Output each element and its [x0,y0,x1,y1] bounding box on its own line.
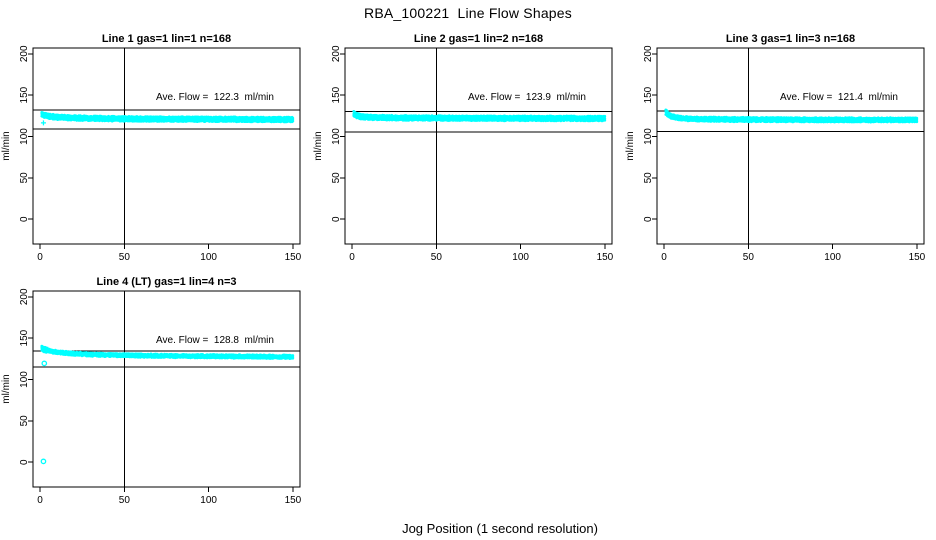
outlier-point [41,360,48,367]
x-tick-label: 150 [597,252,614,263]
x-tick-label: 0 [37,252,43,263]
x-tick-label: 50 [119,495,131,506]
empty-panel-1 [312,273,624,516]
y-tick-label: 0 [19,216,30,222]
panel-line-2: 0 50 100 150 0 50 100 150 200 ml/min Line 2 gas=1… [312,30,624,273]
y-tick-label: 200 [643,45,654,62]
y-axis-title: ml/min [625,131,636,160]
data-point-band [352,110,607,123]
panel-line-1: 0 50 100 150 0 50 100 150 200 ml/min Line 1 gas=1… [0,30,312,273]
y-tick-label: 0 [19,459,30,465]
outlier-point [40,458,47,465]
panel-line-2-title: Line 2 gas=1 lin=2 n=168 [413,33,544,45]
x-tick-label: 150 [909,252,926,263]
plot-box [656,47,925,245]
panel-line-3: 0 50 100 150 0 50 100 150 200 ml/min Line 3 gas=1… [624,30,936,273]
x-tick-label: 100 [200,495,217,506]
y-tick-label: 50 [19,172,30,184]
panel-line-3-plot: 0 50 100 150 0 50 100 150 200 ml/min [625,45,926,263]
x-tick-label: 150 [285,252,302,263]
panel-line-1-plot: 0 50 100 150 0 50 100 150 200 ml/min [1,45,302,263]
panel-line-3-title: Line 3 gas=1 lin=3 n=168 [725,33,856,45]
plot-box [32,290,301,488]
y-tick-label: 200 [19,45,30,62]
panel-line-1-title: Line 1 gas=1 lin=1 n=168 [101,33,232,45]
x-tick-label: 0 [37,495,43,506]
data-point-band [664,108,919,124]
main-title: RBA_100221 Line Flow Shapes [364,5,572,21]
panel-line-4-title: Line 4 (LT) gas=1 lin=4 n=3 [96,276,237,288]
x-tick-label: 0 [661,252,667,263]
y-tick-label: 50 [19,415,30,427]
y-tick-label: 0 [643,216,654,222]
y-tick-label: 0 [331,216,342,222]
y-tick-label: 200 [331,45,342,62]
y-tick-label: 150 [19,329,30,346]
y-tick-label: 100 [19,371,30,388]
x-tick-label: 150 [285,495,302,506]
panel-line-4-plot: 0 50 100 150 0 50 100 150 200 ml/min [1,288,302,506]
data-point-band [40,111,295,124]
y-tick-label: 150 [331,86,342,103]
y-axis-title: ml/min [1,374,12,403]
panel-line-4-ave-flow: Ave. Flow = 128.8 ml/min [156,335,274,346]
y-axis-title: ml/min [313,131,324,160]
panel-line-2-plot: 0 50 100 150 0 50 100 150 200 ml/min [313,45,614,263]
panel-line-2-ave-flow: Ave. Flow = 123.9 ml/min [468,92,586,103]
x-tick-label: 50 [431,252,443,263]
plot-box [32,47,301,245]
y-tick-label: 100 [643,128,654,145]
panel-grid: 0 50 100 150 0 50 100 150 200 ml/min Line 1 gas=1… [0,30,936,516]
y-tick-label: 50 [643,172,654,184]
x-tick-label: 100 [512,252,529,263]
data-point-band [40,344,295,360]
panel-line-1-ave-flow: Ave. Flow = 122.3 ml/min [156,92,274,103]
y-tick-label: 200 [19,288,30,305]
y-tick-label: 150 [19,86,30,103]
plot-box [344,47,613,245]
y-tick-label: 150 [643,86,654,103]
x-tick-label: 0 [349,252,355,263]
y-tick-label: 100 [331,128,342,145]
y-axis-title: ml/min [1,131,12,160]
y-tick-label: 100 [19,128,30,145]
x-tick-label: 100 [200,252,217,263]
x-tick-label: 100 [824,252,841,263]
x-tick-label: 50 [743,252,755,263]
empty-panel-2 [624,273,936,516]
x-axis-label: Jog Position (1 second resolution) [402,521,598,536]
panel-line-3-ave-flow: Ave. Flow = 121.4 ml/min [780,92,898,103]
outlier-plus-marker [40,120,46,126]
y-tick-label: 50 [331,172,342,184]
outlier-plus-marker [45,346,51,352]
x-tick-label: 50 [119,252,131,263]
panel-line-4: 0 50 100 150 0 50 100 150 200 ml/min Line 4 (LT) … [0,273,312,516]
